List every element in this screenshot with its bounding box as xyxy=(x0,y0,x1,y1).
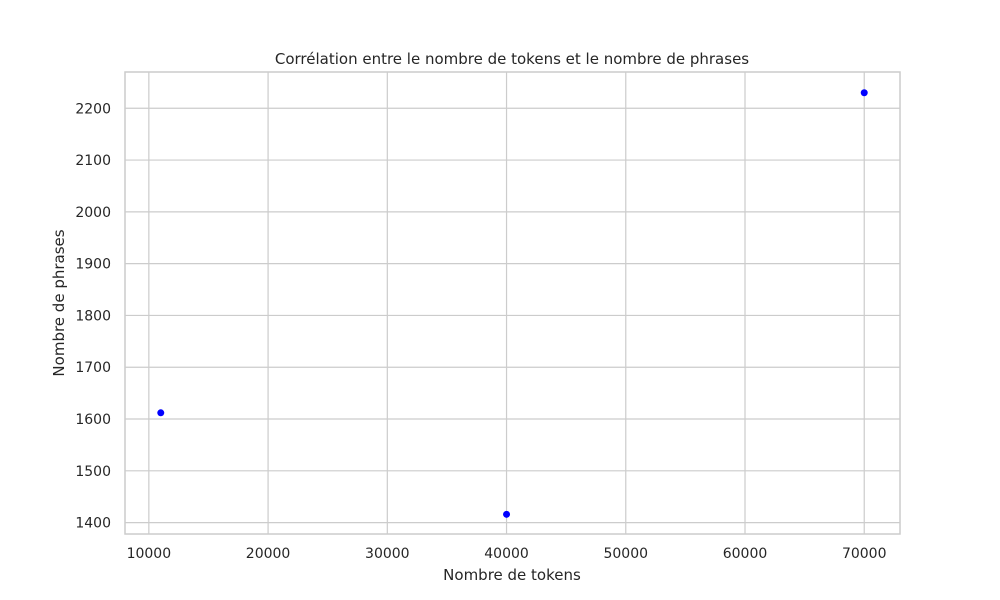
data-point xyxy=(860,89,868,97)
y-tick-label: 1800 xyxy=(75,308,111,324)
y-tick-label: 1400 xyxy=(75,516,111,532)
x-tick-label: 40000 xyxy=(484,546,529,562)
y-axis-label: Nombre de phrases xyxy=(50,229,68,376)
y-tick-label: 1900 xyxy=(75,257,111,273)
x-tick-label: 50000 xyxy=(603,546,648,562)
plot-frame xyxy=(124,71,901,535)
x-tick-label: 60000 xyxy=(723,546,768,562)
x-tick-label: 70000 xyxy=(842,546,887,562)
x-tick-label: 30000 xyxy=(365,546,410,562)
y-tick-label: 1700 xyxy=(75,360,111,376)
y-tick-label: 1600 xyxy=(75,412,111,428)
data-point xyxy=(157,409,165,417)
y-axis-ticks: 1400 1500 1600 1700 1800 1900 2000 2100 2200 xyxy=(75,101,111,531)
y-tick-label: 2000 xyxy=(75,205,111,221)
x-tick-label: 10000 xyxy=(127,546,172,562)
chart-title: Corrélation entre le nombre de tokens et… xyxy=(275,50,749,68)
x-axis-ticks: 10000 20000 30000 40000 50000 60000 70000 xyxy=(127,546,887,562)
x-tick-label: 20000 xyxy=(246,546,291,562)
grid xyxy=(125,72,900,534)
data-point xyxy=(503,510,511,518)
y-tick-label: 2200 xyxy=(75,101,111,117)
y-tick-label: 1500 xyxy=(75,464,111,480)
y-tick-label: 2100 xyxy=(75,153,111,169)
x-axis-label: Nombre de tokens xyxy=(443,566,581,584)
data-points xyxy=(157,89,868,518)
